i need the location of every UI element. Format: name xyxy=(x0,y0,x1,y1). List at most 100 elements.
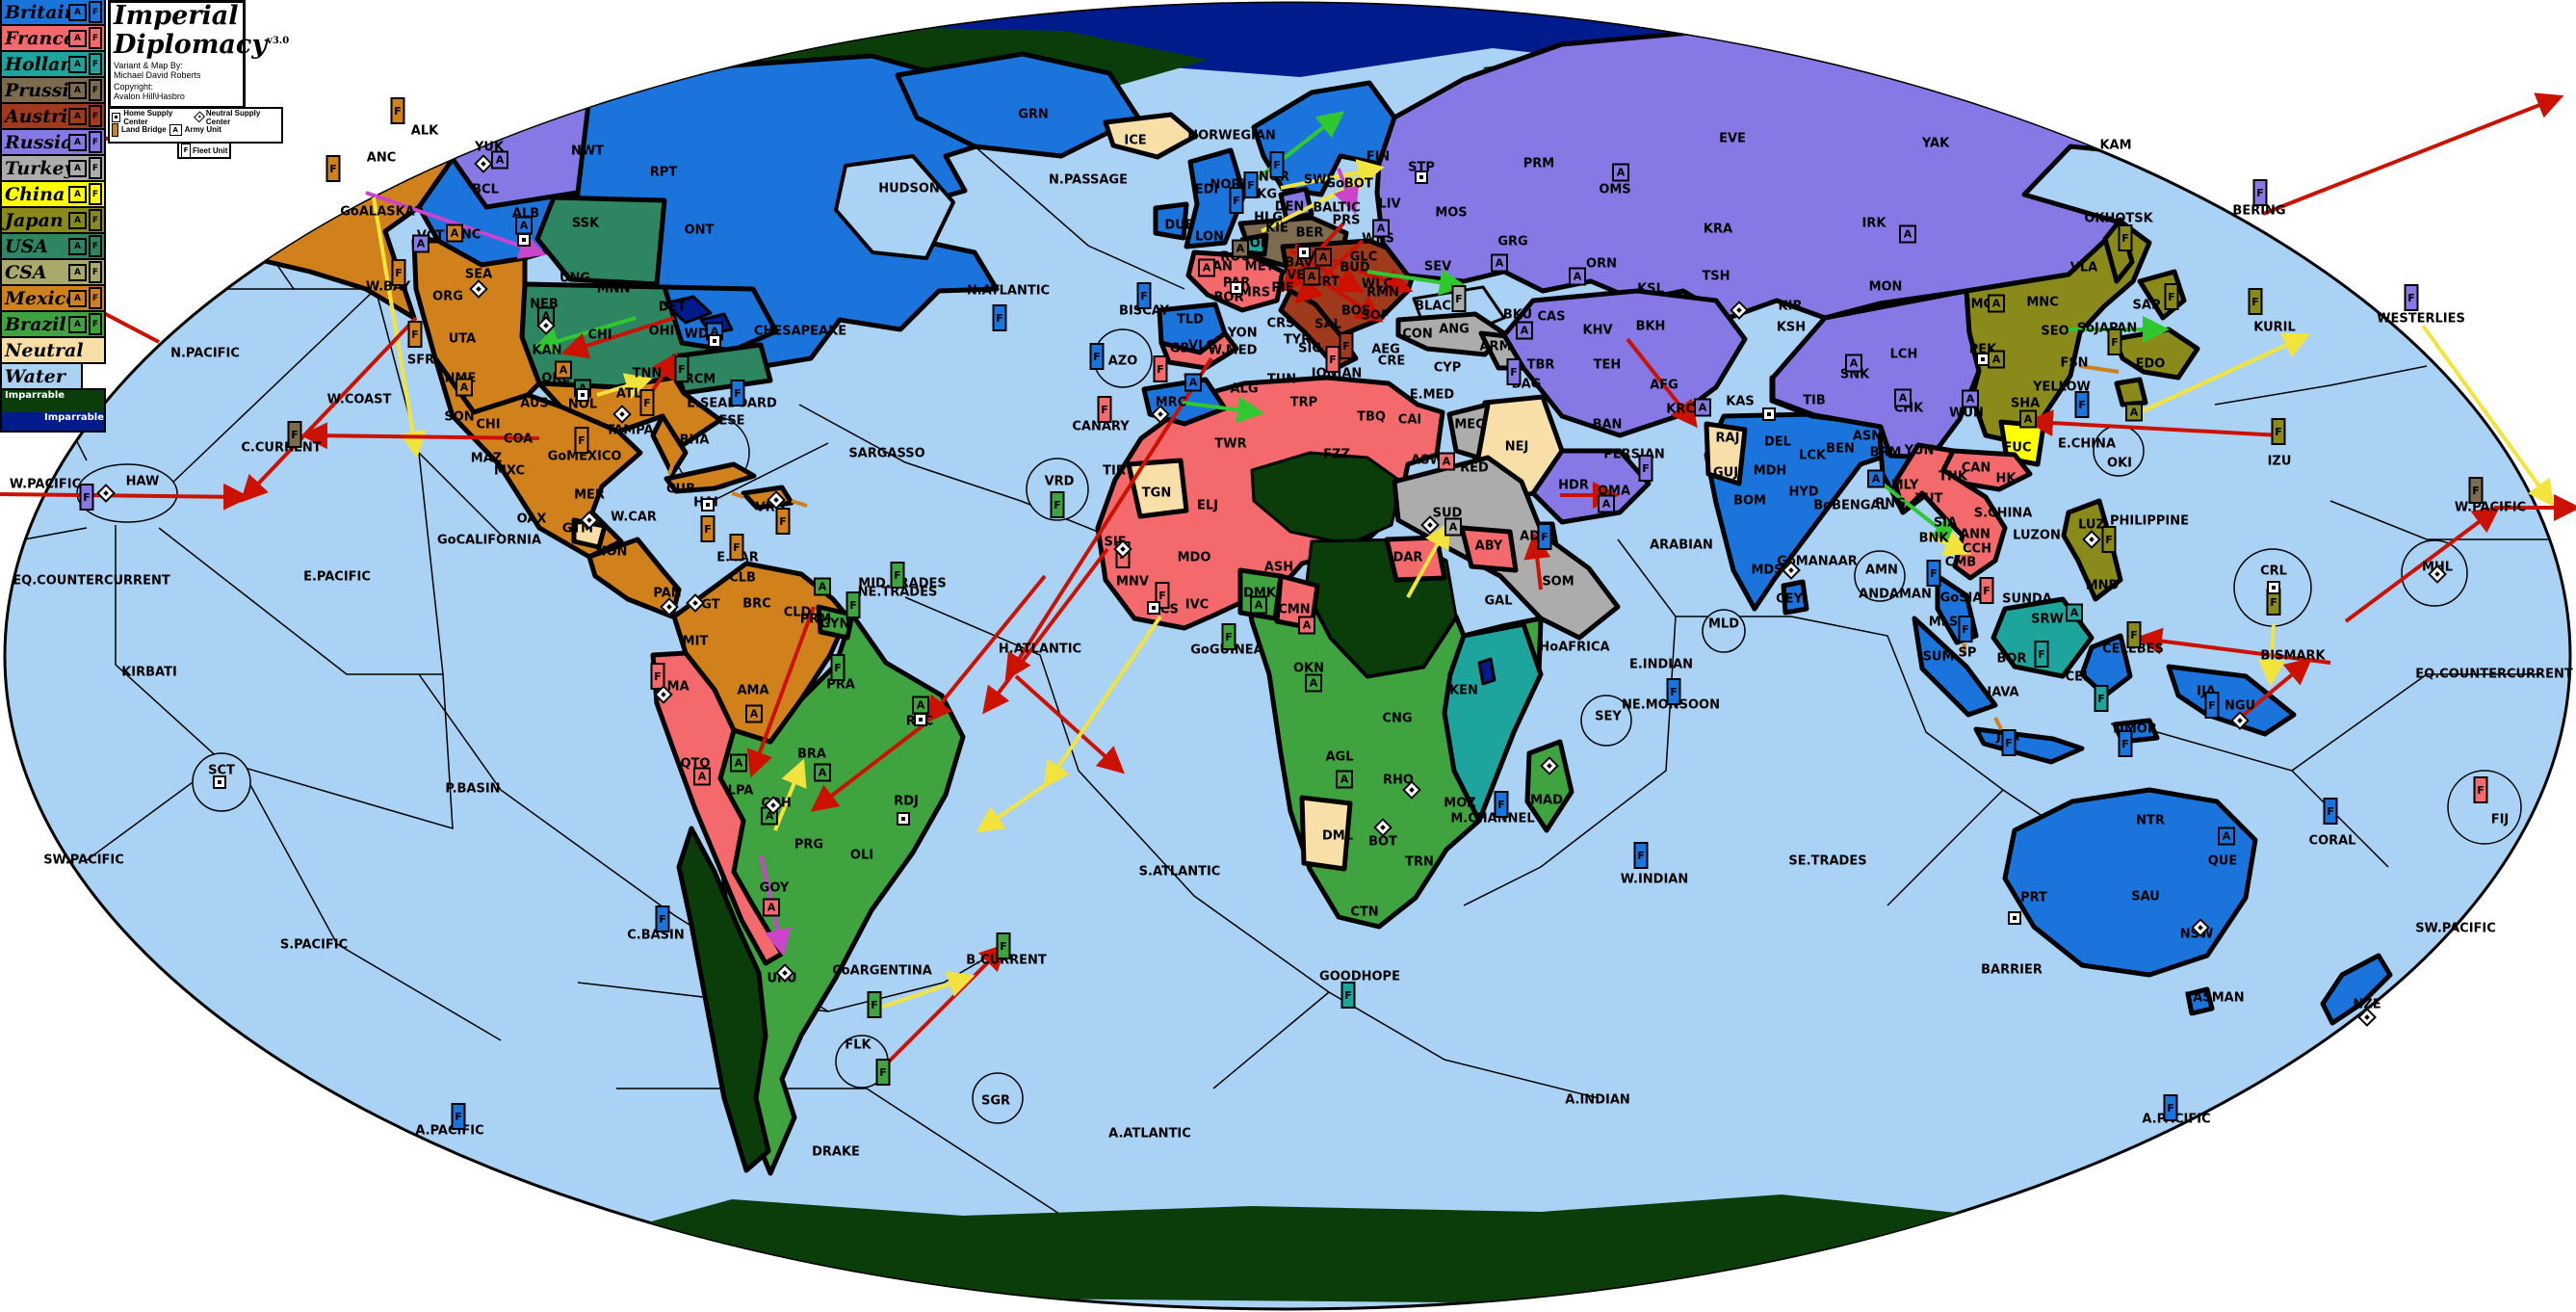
fleet-unit-russia[interactable]: F xyxy=(79,484,94,511)
fleet-unit-britain[interactable]: F xyxy=(1666,678,1681,705)
fleet-unit-france[interactable]: F xyxy=(1153,355,1168,382)
army-unit-brazil[interactable]: A xyxy=(912,695,929,715)
territory-ireland[interactable] xyxy=(1153,201,1189,241)
territory-celebes[interactable] xyxy=(2079,633,2133,698)
fleet-unit-britain[interactable]: F xyxy=(1926,560,1941,587)
army-unit-brazil[interactable]: A xyxy=(1336,770,1353,789)
army-unit-russia[interactable]: A xyxy=(1491,253,1508,273)
fleet-unit-mexico[interactable]: F xyxy=(407,321,423,348)
army-unit-japan[interactable]: A xyxy=(1988,294,2005,313)
fleet-unit-usa[interactable]: F xyxy=(674,355,690,382)
fleet-unit-britain[interactable]: F xyxy=(1537,523,1552,550)
army-unit-brazil[interactable]: A xyxy=(730,753,747,773)
army-unit-brazil[interactable]: A xyxy=(814,577,831,596)
army-unit-brazil[interactable]: A xyxy=(814,763,831,782)
fleet-unit-brazil[interactable]: F xyxy=(1050,491,1065,518)
fleet-unit-mexico[interactable]: F xyxy=(325,155,341,182)
fleet-unit-france[interactable]: F xyxy=(1325,346,1340,373)
army-unit-russia[interactable]: A xyxy=(1569,267,1586,286)
army-unit-holland[interactable]: A xyxy=(2066,603,2083,622)
fleet-unit-mexico[interactable]: F xyxy=(391,259,406,286)
army-unit-russia[interactable]: A xyxy=(1845,354,1862,373)
territory-iceland[interactable] xyxy=(1103,112,1199,160)
fleet-unit-mexico[interactable]: F xyxy=(729,534,744,561)
territory-ceylon[interactable] xyxy=(1781,579,1809,616)
fleet-unit-japan[interactable]: F xyxy=(2101,526,2117,553)
fleet-unit-russia[interactable]: F xyxy=(2252,179,2268,206)
territory-abyssinia[interactable] xyxy=(1459,525,1519,573)
fleet-unit-brazil[interactable]: F xyxy=(890,562,905,589)
hudson-bay[interactable] xyxy=(834,154,955,260)
army-unit-turkey[interactable]: A xyxy=(1444,517,1462,537)
fleet-unit-holland[interactable]: F xyxy=(2034,641,2049,668)
fleet-unit-japan[interactable]: F xyxy=(2107,328,2122,355)
territory-new-guinea[interactable] xyxy=(2166,664,2297,737)
fleet-unit-mexico[interactable]: F xyxy=(574,427,589,454)
territory-kyushu[interactable] xyxy=(2114,377,2148,407)
territory-raj-guj[interactable] xyxy=(1704,421,1748,486)
fleet-unit-britain[interactable]: F xyxy=(1136,282,1152,309)
fleet-unit-prussia[interactable]: F xyxy=(287,421,302,448)
army-unit-brazil[interactable]: A xyxy=(1305,673,1322,693)
fleet-unit-britain[interactable]: F xyxy=(1243,171,1259,198)
army-unit-prussia[interactable]: A xyxy=(1232,239,1249,258)
fleet-unit-britain[interactable]: F xyxy=(1089,343,1105,370)
fleet-unit-britain[interactable]: F xyxy=(1494,791,1509,818)
fleet-unit-brazil[interactable]: F xyxy=(830,654,846,681)
territory-iberia-south[interactable] xyxy=(1158,330,1239,371)
army-unit-japan[interactable]: A xyxy=(2125,403,2143,422)
fleet-unit-britain[interactable]: F xyxy=(2163,1094,2178,1121)
territory-sumatra[interactable] xyxy=(1912,616,1998,718)
army-unit-russia[interactable]: A xyxy=(1516,321,1533,340)
fleet-unit-france[interactable]: F xyxy=(1097,396,1112,423)
territory-madagascar[interactable] xyxy=(1524,739,1574,833)
army-unit-russia[interactable]: A xyxy=(1962,389,1979,408)
territory-tasmania[interactable] xyxy=(2185,986,2215,1016)
fleet-unit-russia[interactable]: F xyxy=(1506,358,1522,385)
army-unit-france[interactable]: A xyxy=(1298,616,1315,635)
fleet-unit-japan[interactable]: F xyxy=(2248,288,2263,315)
fleet-unit-britain[interactable]: F xyxy=(730,380,745,407)
army-unit-mexico[interactable]: A xyxy=(455,378,473,397)
army-unit-britain[interactable]: A xyxy=(1184,373,1202,392)
territory-cuba[interactable] xyxy=(664,461,757,494)
fleet-unit-brazil[interactable]: F xyxy=(1221,623,1236,650)
fleet-unit-britain[interactable]: F xyxy=(1229,187,1244,214)
army-unit-russia[interactable]: A xyxy=(1372,219,1390,238)
fleet-unit-britain[interactable]: F xyxy=(1958,616,1973,643)
territory-ssk[interactable] xyxy=(534,195,667,287)
fleet-unit-austria[interactable]: F xyxy=(1339,332,1354,359)
army-unit-russia[interactable]: A xyxy=(491,150,508,170)
fleet-unit-japan[interactable]: F xyxy=(2271,418,2286,445)
territory-damaraland[interactable] xyxy=(1299,795,1353,872)
territory-turkey[interactable] xyxy=(1395,311,1507,357)
army-unit-russia[interactable]: A xyxy=(412,234,429,253)
territory-britain[interactable] xyxy=(1184,147,1247,249)
fleet-unit-brazil[interactable]: F xyxy=(875,1059,891,1086)
territory-timbuktu[interactable] xyxy=(1126,458,1189,519)
fleet-unit-holland[interactable]: F xyxy=(1340,982,1356,1009)
army-unit-britain[interactable]: A xyxy=(2218,827,2235,846)
army-unit-britain[interactable]: A xyxy=(1867,469,1885,488)
army-unit-france[interactable]: A xyxy=(1198,258,1215,277)
fleet-unit-britain[interactable]: F xyxy=(451,1103,466,1130)
army-unit-britain[interactable]: A xyxy=(515,216,533,235)
fleet-unit-britain[interactable]: F xyxy=(655,905,670,932)
army-unit-mexico[interactable]: A xyxy=(555,360,572,380)
territory-greenland[interactable] xyxy=(895,51,1141,159)
fleet-unit-britain[interactable]: F xyxy=(2001,729,2017,756)
territory-new-zealand[interactable] xyxy=(2320,953,2393,1026)
fleet-unit-turkey[interactable]: F xyxy=(1451,285,1467,312)
territory-kenya-moz[interactable] xyxy=(1442,621,1544,824)
fleet-unit-prussia[interactable]: F xyxy=(2468,477,2484,504)
fleet-unit-britain[interactable]: F xyxy=(1269,151,1285,178)
fleet-unit-brazil[interactable]: F xyxy=(867,991,882,1018)
army-unit-austria[interactable]: A xyxy=(1314,248,1332,267)
fleet-unit-britain[interactable]: F xyxy=(2204,692,2220,719)
army-unit-france[interactable]: A xyxy=(763,898,780,917)
army-unit-russia[interactable]: A xyxy=(1598,494,1615,513)
fleet-unit-brazil[interactable]: F xyxy=(996,932,1011,959)
fleet-unit-russia[interactable]: F xyxy=(2404,284,2419,311)
army-unit-russia[interactable]: A xyxy=(1694,398,1711,417)
army-unit-france[interactable]: A xyxy=(1438,452,1455,471)
